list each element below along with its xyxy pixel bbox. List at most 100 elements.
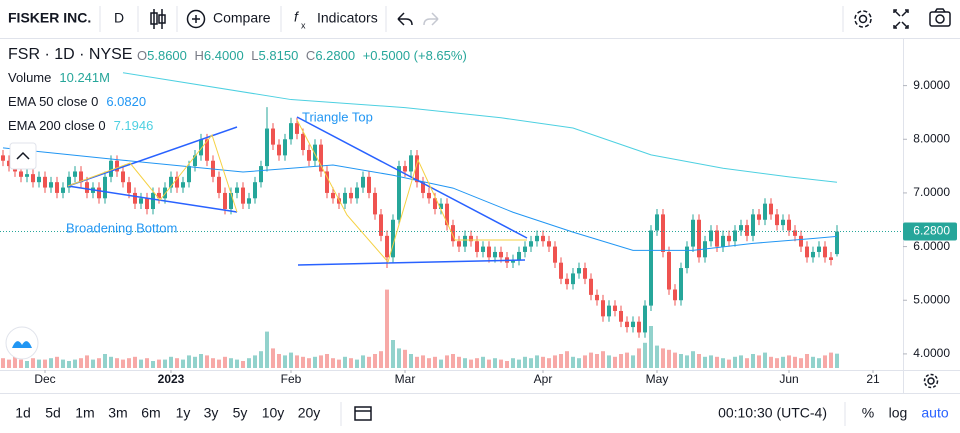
volume-bar (739, 355, 743, 368)
collapse-legend-button[interactable] (9, 142, 37, 170)
legend-bg (0, 116, 160, 138)
candle-body (403, 166, 407, 172)
volume-bar (817, 358, 821, 368)
candle-body (343, 192, 347, 204)
range-button[interactable]: 6m (141, 405, 160, 421)
volume-bar (361, 355, 365, 368)
date-range-button[interactable] (354, 406, 372, 421)
auto-toggle[interactable]: auto (921, 405, 948, 421)
candle-body (163, 187, 167, 199)
broadening-upper (67, 126, 238, 187)
volume-bar (199, 354, 203, 368)
range-button[interactable]: 1d (15, 405, 31, 421)
volume-bar (163, 359, 167, 368)
triangle-zigzag (296, 119, 527, 264)
range-button[interactable]: 1y (176, 405, 191, 421)
volume-bar (25, 361, 29, 368)
candle-body (181, 182, 185, 188)
volume-layer (1, 289, 839, 368)
range-button[interactable]: 5d (45, 405, 61, 421)
volume-bar (151, 361, 155, 368)
ohlc-value: 6.4000 (204, 48, 244, 63)
legend-title: FSR · 1D · NYSE (8, 46, 132, 63)
clock[interactable]: 00:10:30 (UTC-4) (718, 405, 827, 421)
volume-bar (79, 358, 83, 368)
candle-body (517, 251, 521, 260)
volume-bar (37, 359, 41, 368)
volume-bar (289, 352, 293, 368)
candle-body (637, 321, 641, 333)
symbol-name[interactable]: FISKER INC. (8, 10, 91, 26)
volume-bar (97, 358, 101, 368)
volume-bar (457, 356, 461, 368)
volume-bar (679, 354, 683, 368)
volume-bar (205, 355, 209, 368)
volume-bar (259, 351, 263, 368)
candle-body (31, 174, 35, 183)
volume-bar (109, 356, 113, 368)
range-button[interactable]: 3m (108, 405, 127, 421)
volume-bar (703, 356, 707, 368)
legend-name: EMA 200 close 0 (8, 118, 106, 133)
volume-bar (505, 361, 509, 368)
range-button[interactable]: 1m (75, 405, 94, 421)
volume-bar (343, 356, 347, 368)
change: +0.5000 (+8.65%) (363, 48, 467, 63)
candle-body (829, 257, 833, 260)
candle-body (451, 225, 455, 242)
indicators-icon[interactable]: f (294, 9, 300, 25)
candle-body (235, 187, 239, 193)
volume-bar (535, 355, 539, 368)
x-tick-label: Feb (281, 372, 302, 386)
candle-body (73, 171, 77, 177)
tradingview-logo[interactable] (5, 326, 39, 360)
volume-bar (811, 356, 815, 368)
compare-button[interactable]: Compare (213, 10, 271, 26)
undo-button[interactable] (397, 12, 413, 26)
interval-button[interactable]: D (114, 10, 124, 26)
volume-bar (517, 359, 521, 368)
candle-body (307, 150, 311, 161)
ohlc-label: C (306, 48, 315, 63)
range-button[interactable]: 3y (204, 405, 219, 421)
percent-toggle[interactable]: % (862, 405, 874, 421)
candle-body (469, 235, 473, 242)
candle-body (85, 182, 89, 193)
volume-bar (757, 355, 761, 368)
legend-volume: Volume 10.241M (8, 70, 110, 85)
y-tick-label: 7.0000 (913, 185, 950, 199)
candle-body (559, 262, 563, 279)
candle-body (727, 235, 731, 242)
candle-body (823, 246, 827, 258)
compare-icon[interactable] (186, 9, 206, 29)
candle-body (67, 176, 71, 188)
log-toggle[interactable]: log (889, 405, 908, 421)
volume-bar (223, 356, 227, 368)
volume-bar (403, 349, 407, 368)
fullscreen-button[interactable] (893, 9, 909, 29)
indicators-button[interactable]: Indicators (317, 10, 378, 26)
volume-bar (139, 359, 143, 368)
screenshot-button[interactable] (929, 8, 951, 27)
redo-button[interactable] (423, 12, 439, 26)
candle-body (271, 128, 275, 145)
candle-body (103, 176, 107, 199)
broadening-zigzag (67, 133, 238, 213)
volume-bar (325, 354, 329, 368)
legend-ema50: EMA 50 close 0 6.0820 (8, 94, 146, 109)
volume-bar (439, 359, 443, 368)
ohlc-value: 5.8600 (147, 48, 187, 63)
candle-body (421, 182, 425, 193)
chart-type-button[interactable] (150, 9, 166, 29)
range-button[interactable]: 5y (233, 405, 248, 421)
settings-button[interactable] (854, 10, 872, 28)
volume-bar (481, 356, 485, 368)
range-button[interactable]: 20y (298, 405, 321, 421)
volume-bar (463, 358, 467, 368)
volume-bar (7, 359, 11, 368)
range-button[interactable]: 10y (262, 405, 285, 421)
time-axis-settings[interactable] (923, 373, 939, 389)
volume-bar (553, 355, 557, 368)
volume-bar (637, 348, 641, 368)
